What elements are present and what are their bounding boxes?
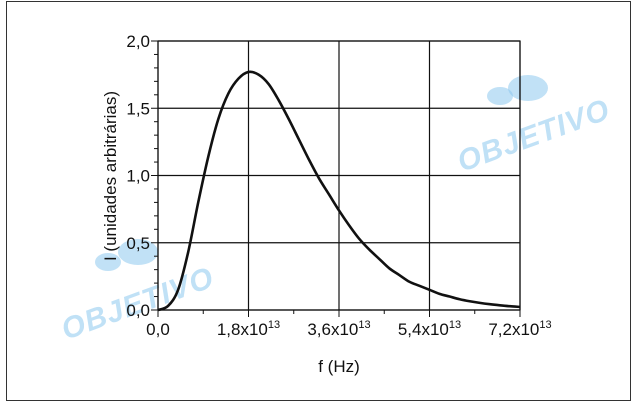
watermark-logo-icon xyxy=(118,239,158,265)
plot-frame xyxy=(157,40,521,311)
series-line xyxy=(157,70,521,312)
watermark-top-right: OBJETIVO xyxy=(453,75,614,179)
watermark-logo-icon xyxy=(487,87,513,105)
y-tick-label: 0,0 xyxy=(126,301,150,320)
y-tick-label: 2,0 xyxy=(126,32,150,51)
watermark-text: OBJETIVO xyxy=(453,93,614,179)
x-tick-labels: 0,0 1,8x1013 3,6x1013 5,4x1013 7,2x1013 xyxy=(146,319,551,339)
watermark-logo-icon xyxy=(508,75,548,101)
y-tick-label: 1,0 xyxy=(126,167,150,186)
watermark-logo-icon xyxy=(95,253,121,271)
y-tick-labels: 0,0 0,5 1,0 1,5 2,0 xyxy=(126,32,150,320)
x-tick-label: 7,2x1013 xyxy=(488,319,551,339)
figure-border xyxy=(6,1,631,401)
y-tick-label: 0,5 xyxy=(126,234,150,253)
x-tick-label: 0,0 xyxy=(146,320,170,339)
y-axis-label: I (unidades arbitrárias) xyxy=(101,91,120,261)
grid-lines xyxy=(157,40,521,311)
minor-ticks xyxy=(151,40,521,317)
x-tick-label: 3,6x1013 xyxy=(307,319,370,339)
y-tick-label: 1,5 xyxy=(126,99,150,118)
watermark-bottom-left: OBJETIVO xyxy=(57,239,218,347)
x-axis-label: f (Hz) xyxy=(318,357,360,376)
x-tick-label: 5,4x1013 xyxy=(398,319,461,339)
x-tick-label: 1,8x1013 xyxy=(217,319,280,339)
